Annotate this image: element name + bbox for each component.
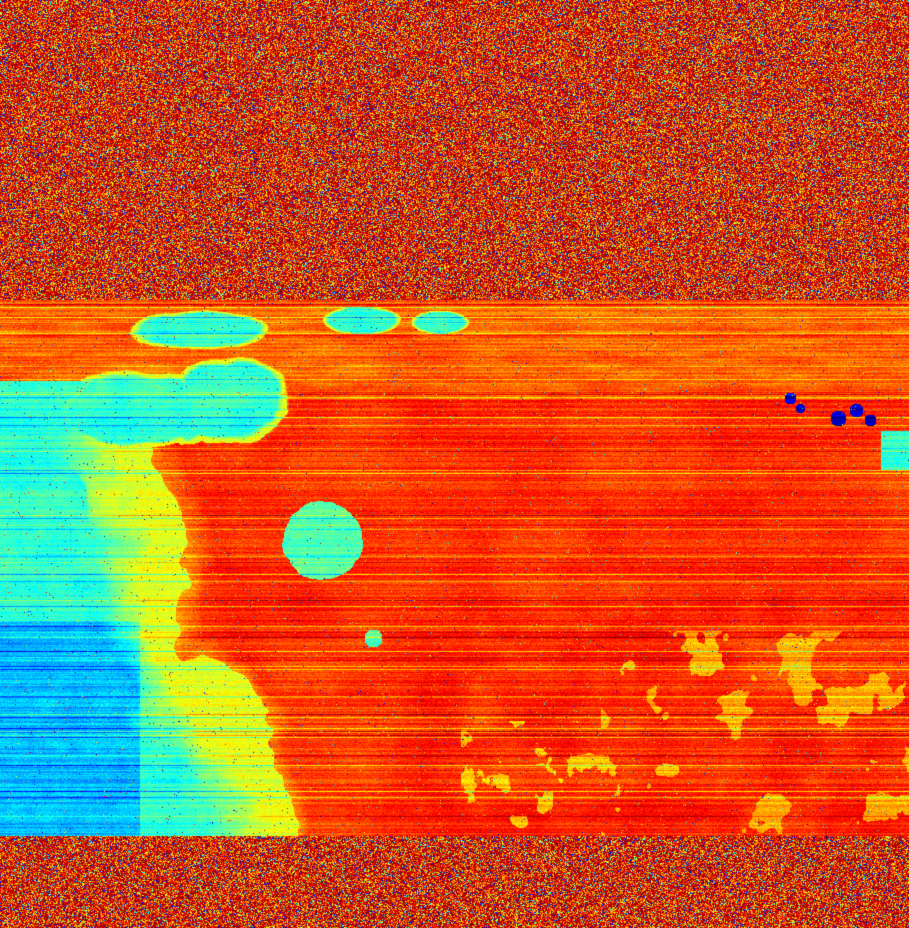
false-color-map: false-color planetary map: [0, 0, 909, 928]
map-canvas: [0, 0, 909, 928]
